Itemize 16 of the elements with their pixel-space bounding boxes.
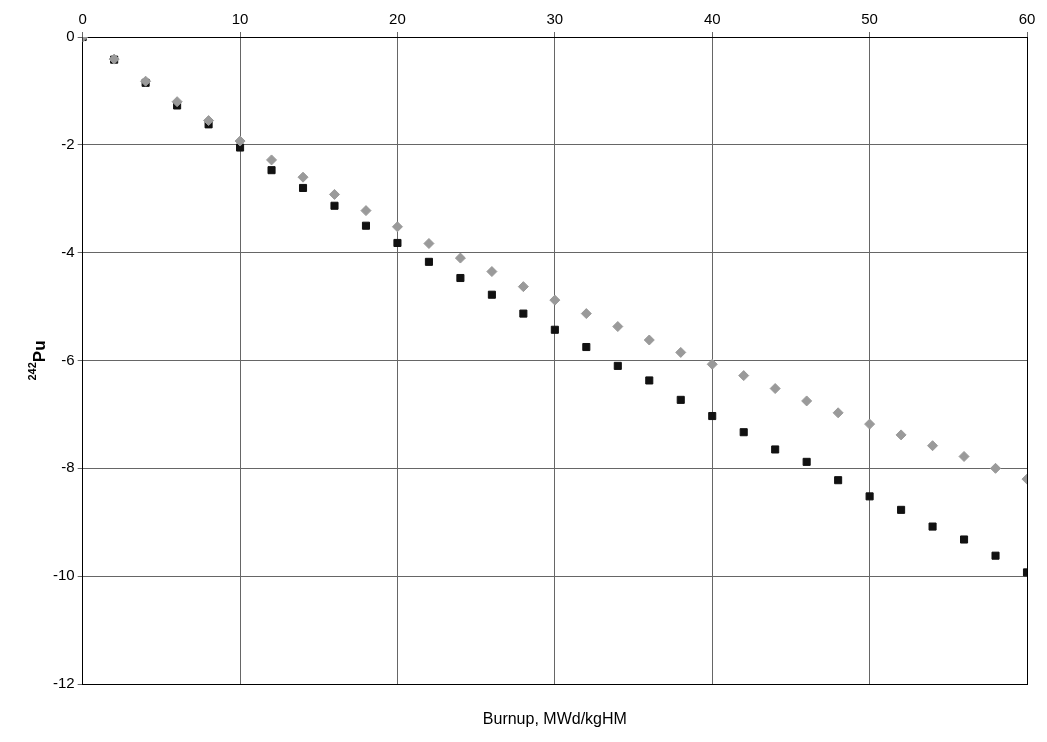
x-tick-label: 60 [1018,10,1036,28]
x-tick-label: 0 [78,10,87,28]
y-tick-label: -4 [61,242,75,260]
y-tick-label: -8 [61,458,75,476]
y-tick-label: -2 [61,134,75,152]
x-tick-label: 20 [389,10,406,28]
y-tick-label: 0 [66,27,75,45]
y-tick-label: -10 [52,566,75,584]
y-tick-label: -12 [52,674,75,692]
x-tick-label: 40 [703,10,721,28]
x-tick-label: 30 [546,10,564,28]
x-tick-label: 50 [861,10,878,28]
x-axis-title: Burnup, MWd/kgHM [482,710,627,728]
x-tick-label: 10 [231,10,249,28]
y-axis-title: 242Pu [26,340,49,381]
y-tick-label: -6 [61,350,75,368]
